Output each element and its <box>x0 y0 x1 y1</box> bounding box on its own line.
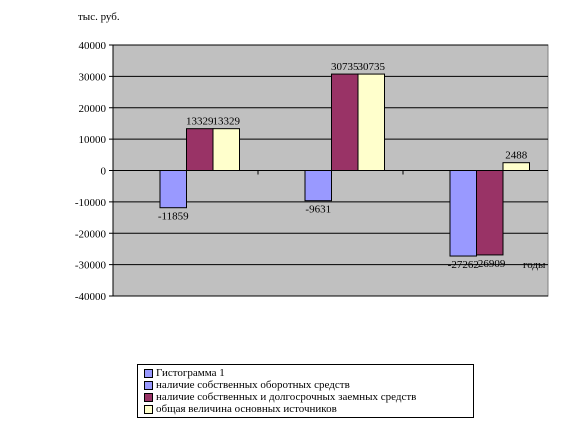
legend-label: наличие собственных и долгосрочных заемн… <box>156 391 417 403</box>
y-tick-label: 10000 <box>79 134 107 146</box>
bar-total-main-sources <box>502 162 530 171</box>
data-label: -11859 <box>158 211 189 223</box>
legend-swatch <box>144 380 153 390</box>
y-axis-ticks: -40000 -30000 -20000 -10000 0 10000 20000 30000… <box>75 40 404 303</box>
legend-item-own-working-capital: наличие собственных оборотных средств <box>144 379 350 391</box>
bar-own-working-capital <box>304 170 332 202</box>
data-label: -26909 <box>474 258 506 270</box>
data-label: 30735 <box>358 61 386 73</box>
y-tick-label: -20000 <box>75 228 107 240</box>
legend-item-own-and-long-term-funds: наличие собственных и долгосрочных заемн… <box>144 391 416 403</box>
y-tick-label: -10000 <box>75 197 107 209</box>
bar-own-and-long-term-funds <box>331 73 359 171</box>
data-label: 30735 <box>331 61 359 73</box>
legend-label: общая величина основных источников <box>156 403 337 415</box>
bar-total-main-sources <box>212 128 240 172</box>
data-label: -9631 <box>305 204 331 216</box>
data-labels: -11859 -9631 -27262 13329 30735 -26909 13329 30… <box>158 61 528 271</box>
legend-swatch <box>144 392 153 402</box>
y-tick-label: 20000 <box>79 103 107 115</box>
legend-label: наличие собственных оборотных средств <box>156 379 350 391</box>
y-tick-label: 0 <box>101 166 107 178</box>
legend: Гистограмма 1 наличие собственных оборот… <box>137 364 474 418</box>
legend-item-total-main-sources: общая величина основных источников <box>144 403 337 415</box>
y-tick-label: 40000 <box>79 40 107 52</box>
data-label: 13329 <box>186 116 214 128</box>
y-tick-label: 30000 <box>79 71 107 83</box>
y-tick-label: -40000 <box>75 291 107 303</box>
bar-own-working-capital <box>159 170 187 209</box>
bar-own-and-long-term-funds <box>186 128 214 172</box>
legend-label: Гистограмма 1 <box>156 367 225 379</box>
bar-total-main-sources <box>357 73 385 171</box>
bar-own-and-long-term-funds <box>476 170 504 256</box>
data-label: -27262 <box>448 259 479 271</box>
bar-own-working-capital <box>449 170 477 257</box>
data-label: 13329 <box>213 116 241 128</box>
legend-swatch <box>144 404 153 414</box>
legend-item-histogram-1: Гистограмма 1 <box>144 367 225 379</box>
x-axis-label: годы <box>523 259 546 271</box>
legend-swatch <box>144 368 153 378</box>
y-tick-label: -30000 <box>75 260 107 272</box>
y-axis-unit-label: тыс. руб. <box>78 11 120 23</box>
bars <box>159 73 530 257</box>
data-label: 2488 <box>505 150 528 162</box>
